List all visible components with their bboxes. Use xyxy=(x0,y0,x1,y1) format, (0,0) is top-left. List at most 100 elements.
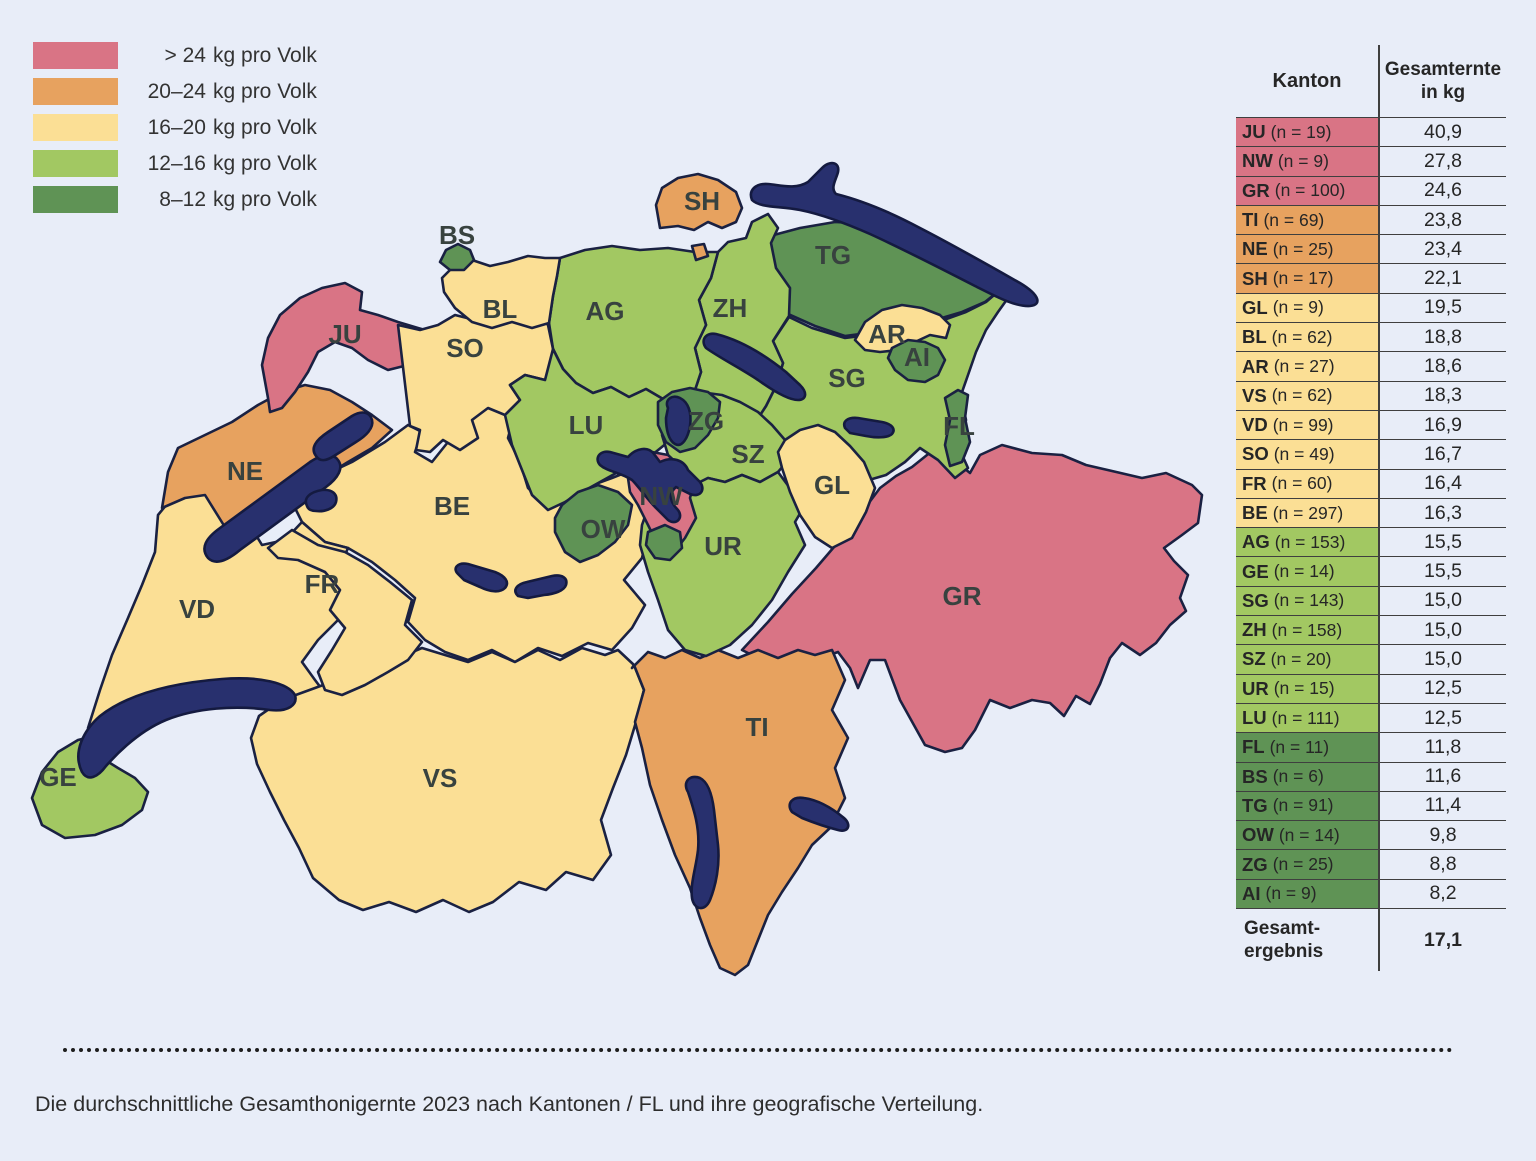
table-cell-canton: ZG (n = 25) xyxy=(1236,850,1378,879)
map-label-ar: AR xyxy=(868,319,906,349)
legend-swatch-orange xyxy=(33,78,118,105)
lake-lugano xyxy=(788,796,850,832)
canton-sample-size: (n = 9) xyxy=(1265,883,1317,904)
table-cell-value: 16,3 xyxy=(1378,498,1506,528)
table-cell-value: 23,4 xyxy=(1378,235,1506,264)
canton-sample-size: (n = 20) xyxy=(1270,648,1332,669)
canton-sample-size: (n = 62) xyxy=(1271,385,1333,406)
table-row: FL (n = 11) 11,8 xyxy=(1236,732,1506,762)
map-label-sh: SH xyxy=(684,186,720,216)
table-cell-canton: SO (n = 49) xyxy=(1236,440,1378,469)
canton-gl xyxy=(776,423,877,550)
table-cell-value: 15,0 xyxy=(1378,616,1506,645)
table-row: SH (n = 17) 22,1 xyxy=(1236,263,1506,293)
table-header-canton: Kanton xyxy=(1272,69,1342,92)
canton-code: AI xyxy=(1242,882,1261,904)
table-cell-value: 27,8 xyxy=(1378,147,1506,176)
table-cell-canton: ZH (n = 158) xyxy=(1236,616,1378,645)
canton-ar xyxy=(853,303,952,354)
table-row: ZG (n = 25) 8,8 xyxy=(1236,849,1506,879)
legend-range: 8–12 xyxy=(159,187,206,211)
table-row: SO (n = 49) 16,7 xyxy=(1236,439,1506,469)
legend: > 24 kg pro Volk 20–24 kg pro Volk 16–20 kg p… xyxy=(33,42,317,222)
canton-code: NE xyxy=(1242,238,1268,260)
table-cell-canton: JU (n = 19) xyxy=(1236,118,1378,147)
canton-sh xyxy=(654,172,744,232)
legend-unit: kg pro Volk xyxy=(213,187,317,211)
legend-range: 20–24 xyxy=(147,79,206,103)
canton-code: TG xyxy=(1242,794,1268,816)
map-label-bs: BS xyxy=(439,220,475,250)
table-row: BS (n = 6) 11,6 xyxy=(1236,761,1506,791)
canton-sample-size: (n = 60) xyxy=(1271,473,1333,494)
legend-item-orange: 20–24 kg pro Volk xyxy=(33,78,317,105)
canton-code: FL xyxy=(1242,736,1265,758)
map-label-zg: ZG xyxy=(688,406,724,436)
map-label-fr: FR xyxy=(305,569,340,599)
table-cell-canton: AG (n = 153) xyxy=(1236,528,1378,557)
canton-sample-size: (n = 11) xyxy=(1269,736,1330,757)
table-total-value: 17,1 xyxy=(1378,909,1506,972)
canton-vs xyxy=(249,646,646,914)
harvest-table: Kanton Gesamternte in kg JU (n = 19) 40,9 N… xyxy=(1236,45,1506,972)
canton-sample-size: (n = 62) xyxy=(1271,326,1333,347)
map-label-ur: UR xyxy=(704,531,742,561)
map-label-be: BE xyxy=(434,491,470,521)
table-row: JU (n = 19) 40,9 xyxy=(1236,117,1506,147)
canton-sample-size: (n = 91) xyxy=(1272,795,1334,816)
map-label-fl: FL xyxy=(943,411,975,441)
table-row: GR (n = 100) 24,6 xyxy=(1236,175,1506,205)
table-cell-canton: AI (n = 9) xyxy=(1236,879,1378,909)
map-label-vd: VD xyxy=(179,594,215,624)
map-label-vs: VS xyxy=(423,763,458,793)
map-label-ag: AG xyxy=(586,296,625,326)
lake-maggiore xyxy=(684,775,720,910)
lake-zug xyxy=(664,395,692,447)
table-cell-value: 16,9 xyxy=(1378,410,1506,440)
table-cell-canton: SH (n = 17) xyxy=(1236,264,1378,293)
canton-code: JU xyxy=(1242,121,1266,143)
canton-code: AG xyxy=(1242,531,1270,553)
canton-code: GR xyxy=(1242,179,1270,201)
canton-ow xyxy=(553,483,634,564)
map-label-nw: NW xyxy=(639,481,683,511)
canton-sample-size: (n = 25) xyxy=(1272,238,1334,259)
table-header-value: Gesamternte in kg xyxy=(1378,45,1506,117)
canton-code: UR xyxy=(1242,677,1269,699)
table-cell-value: 15,5 xyxy=(1378,557,1506,586)
canton-ti xyxy=(630,648,850,977)
table-row: TI (n = 69) 23,8 xyxy=(1236,204,1506,235)
canton-sample-size: (n = 19) xyxy=(1270,121,1332,142)
table-cell-canton: OW (n = 14) xyxy=(1236,821,1378,850)
caption: Die durchschnittliche Gesamthonigernte 2… xyxy=(35,1092,984,1116)
lake-walen xyxy=(842,416,895,439)
canton-sample-size: (n = 17) xyxy=(1272,268,1334,289)
canton-ow-exclave xyxy=(644,523,684,562)
table-row: VS (n = 62) 18,3 xyxy=(1236,380,1506,410)
canton-fr xyxy=(266,528,424,697)
table-cell-canton: GR (n = 100) xyxy=(1236,176,1378,205)
canton-code: OW xyxy=(1242,824,1274,846)
table-row: SZ (n = 20) 15,0 xyxy=(1236,644,1506,674)
table-cell-value: 15,0 xyxy=(1378,586,1506,616)
canton-sample-size: (n = 297) xyxy=(1272,502,1344,523)
canton-sample-size: (n = 9) xyxy=(1277,150,1329,171)
table-cell-canton: BS (n = 6) xyxy=(1236,762,1378,791)
table-cell-canton: FR (n = 60) xyxy=(1236,469,1378,498)
table-cell-canton: NE (n = 25) xyxy=(1236,235,1378,264)
canton-sample-size: (n = 153) xyxy=(1274,531,1346,552)
map-label-ju: JU xyxy=(328,319,361,349)
canton-sample-size: (n = 143) xyxy=(1273,590,1345,611)
map-label-gl: GL xyxy=(814,470,850,500)
table-row: NE (n = 25) 23,4 xyxy=(1236,234,1506,264)
table-cell-canton: TI (n = 69) xyxy=(1236,205,1378,235)
table-row: GL (n = 9) 19,5 xyxy=(1236,292,1506,323)
legend-unit: kg pro Volk xyxy=(213,79,317,103)
map-label-ne: NE xyxy=(227,456,263,486)
table-row: FR (n = 60) 16,4 xyxy=(1236,468,1506,498)
lake-thun xyxy=(454,562,509,593)
table-row: AI (n = 9) 8,2 xyxy=(1236,878,1506,909)
table-row: GE (n = 14) 15,5 xyxy=(1236,556,1506,586)
canton-code: BE xyxy=(1242,502,1268,523)
